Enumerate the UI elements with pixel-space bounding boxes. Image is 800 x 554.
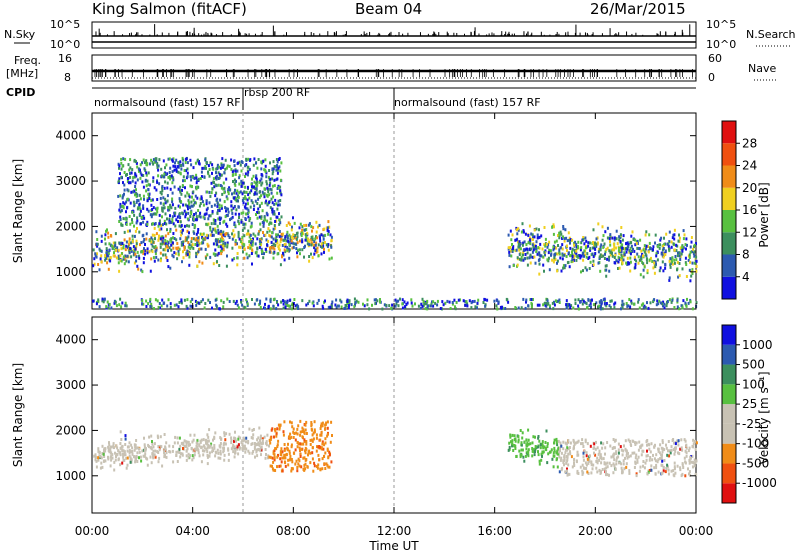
nsky-strip: N.Sky 10^5 10^0 10^5 10^0 N.Search	[4, 18, 796, 51]
power-colorbar: 4 8 12 16 20 24 28	[721, 120, 757, 300]
x-tick-label: 00:00	[679, 524, 714, 538]
x-tick-label: 12:00	[377, 524, 412, 538]
nsky-trace	[92, 24, 696, 43]
freq-label-line1: Freq.	[14, 54, 41, 67]
colorbar-swatch	[722, 443, 736, 464]
time-x-ticks: 00:00 04:00 08:00 12:00 16:00 20:00 00:00	[75, 113, 714, 538]
y-tick-label: 1000	[55, 265, 86, 279]
cpid-mode-1: normalsound (fast) 157 RF	[94, 96, 241, 109]
colorbar-swatch	[722, 344, 736, 365]
colorbar-swatch	[722, 404, 736, 424]
colorbar-swatch	[722, 325, 736, 345]
colorbar-tick-label: 20	[742, 181, 757, 195]
cpid-bar: CPID normalsound (fast) 157 RF rbsp 200 …	[6, 86, 696, 110]
colorbar-tick-label: 4	[742, 270, 750, 284]
y-tick-label: 3000	[55, 174, 86, 188]
colorbar-tick-label: -25	[742, 417, 762, 431]
colorbar-tick-label: 500	[742, 358, 765, 372]
colorbar-tick-label: 100	[742, 377, 765, 391]
nave-tick-top: 60	[708, 52, 722, 65]
y-tick-label: 2000	[55, 219, 86, 233]
colorbar-swatch	[722, 384, 736, 405]
cpid-mode-3: normalsound (fast) 157 RF	[394, 96, 541, 109]
nsky-tick-bottom: 10^0	[50, 38, 80, 51]
colorbar-swatch	[722, 143, 736, 166]
y-tick-label: 4000	[55, 129, 86, 143]
colorbar-tick-label: -1000	[742, 476, 777, 490]
colorbar-tick-label: -500	[742, 456, 769, 470]
power-colorbar-label: Power [dB]	[757, 182, 771, 247]
colorbar-tick-label: 8	[742, 248, 750, 262]
station-title: King Salmon (fitACF)	[92, 0, 247, 18]
colorbar-swatch	[722, 423, 736, 444]
freq-tick-top: 16	[58, 52, 72, 65]
freq-strip: Freq. [MHz] 16 8 60 0 Nave	[6, 52, 778, 84]
y-tick-label: 1000	[55, 469, 86, 483]
beam-label: Beam 04	[355, 0, 422, 18]
power-y-axis-label: Slant Range [km]	[11, 159, 25, 263]
y-tick-label: 4000	[55, 333, 86, 347]
colorbar-swatch	[722, 121, 736, 144]
colorbar-tick-label: 16	[742, 203, 757, 217]
freq-label-line2: [MHz]	[6, 67, 38, 80]
nsearch-tick-top: 10^5	[706, 18, 736, 31]
cpid-mode-2: rbsp 200 RF	[244, 86, 310, 99]
nave-label: Nave	[748, 62, 776, 75]
power-panel: 1000 2000 3000 4000 Slant Range [km]	[11, 112, 698, 311]
velocity-panel: 1000 2000 3000 4000 Slant Range [km]	[11, 316, 698, 514]
cpid-label: CPID	[6, 86, 35, 99]
nave-tick-bottom: 0	[708, 71, 715, 84]
nsky-tick-top: 10^5	[50, 18, 80, 31]
colorbar-tick-label: 25	[742, 397, 757, 411]
colorbar-tick-label: -100	[742, 437, 769, 451]
colorbar-swatch	[722, 232, 736, 255]
velocity-colorbar: 1000 500 100 25 -25 -100 -500 -1000	[721, 324, 777, 504]
x-tick-label: 16:00	[477, 524, 512, 538]
velocity-y-ticks: 1000 2000 3000 4000	[55, 333, 696, 483]
colorbar-swatch	[722, 210, 736, 233]
colorbar-swatch	[722, 254, 736, 277]
velocity-y-axis-label: Slant Range [km]	[11, 363, 25, 467]
colorbar-tick-label: 12	[742, 225, 757, 239]
nsearch-label: N.Search	[746, 28, 796, 41]
colorbar-swatch	[722, 276, 736, 299]
freq-trace	[92, 69, 696, 79]
colorbar-tick-label: 1000	[742, 338, 773, 352]
colorbar-swatch	[722, 364, 736, 385]
nsearch-tick-bottom: 10^0	[706, 38, 736, 51]
power-y-ticks: 1000 2000 3000 4000	[55, 129, 696, 279]
x-tick-label: 20:00	[578, 524, 613, 538]
x-tick-label: 08:00	[276, 524, 311, 538]
colorbar-swatch	[722, 463, 736, 484]
time-axis-label: Time UT	[368, 539, 419, 553]
x-tick-label: 04:00	[175, 524, 210, 538]
colorbar-swatch	[722, 483, 736, 503]
colorbar-tick-label: 28	[742, 136, 757, 150]
y-tick-label: 2000	[55, 423, 86, 437]
freq-tick-bottom: 8	[64, 71, 71, 84]
colorbar-swatch	[722, 165, 736, 188]
velocity-colorbar-label: Velocity [m s⁻¹]	[757, 371, 771, 464]
power-scatter	[92, 113, 698, 311]
colorbar-swatch	[722, 187, 736, 210]
x-tick-label: 00:00	[75, 524, 110, 538]
date-label: 26/Mar/2015	[590, 0, 686, 18]
velocity-scatter	[93, 317, 698, 513]
colorbar-tick-label: 24	[742, 159, 757, 173]
y-tick-label: 3000	[55, 378, 86, 392]
nsky-label: N.Sky	[4, 28, 36, 41]
